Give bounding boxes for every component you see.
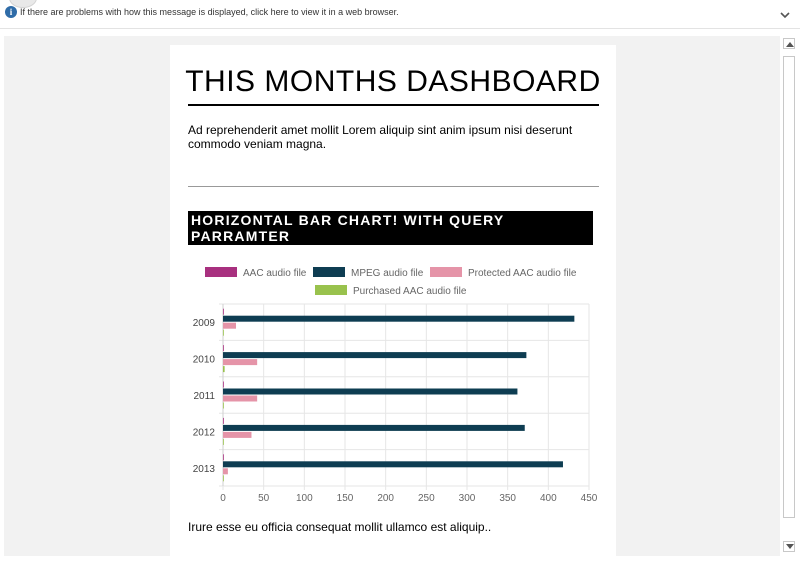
legend-label: MPEG audio file <box>351 268 424 279</box>
view-in-browser-link[interactable]: If there are problems with how this mess… <box>20 7 399 17</box>
triangle-up-icon <box>786 42 794 47</box>
bar <box>223 402 224 409</box>
scroll-thumb[interactable] <box>783 56 795 518</box>
page-title: THIS MONTHS DASHBOARD <box>185 65 601 98</box>
bar <box>223 475 224 482</box>
bar <box>223 322 237 329</box>
x-tick-label: 250 <box>418 493 435 504</box>
bar <box>223 381 224 388</box>
info-bar[interactable]: i If there are problems with how this me… <box>0 0 800 29</box>
bar <box>223 329 224 336</box>
y-tick-label: 2013 <box>193 464 216 475</box>
chart-heading: HORIZONTAL BAR CHART! WITH QUERY PARRAMT… <box>188 211 593 245</box>
y-tick-label: 2009 <box>193 318 216 329</box>
info-icon: i <box>5 6 17 18</box>
bar <box>223 431 252 438</box>
scroll-up-button[interactable] <box>783 38 795 49</box>
legend-label: Protected AAC audio file <box>468 268 577 279</box>
y-tick-label: 2012 <box>193 427 216 438</box>
y-tick-label: 2011 <box>193 391 215 402</box>
section-divider <box>188 186 599 187</box>
legend-swatch <box>315 285 347 295</box>
x-tick-label: 400 <box>540 493 557 504</box>
bar <box>223 315 575 322</box>
bar <box>223 468 228 475</box>
message-viewer: THIS MONTHS DASHBOARD Ad reprehenderit a… <box>4 36 780 556</box>
scroll-down-button[interactable] <box>783 541 795 552</box>
x-tick-label: 150 <box>337 493 354 504</box>
x-tick-label: 450 <box>581 493 598 504</box>
triangle-down-icon <box>786 544 794 549</box>
bar <box>223 454 224 461</box>
chevron-down-icon[interactable] <box>779 9 791 21</box>
bar <box>223 388 518 395</box>
title-divider <box>188 104 599 106</box>
bar <box>223 308 224 315</box>
x-tick-label: 300 <box>459 493 476 504</box>
legend-label: Purchased AAC audio file <box>353 286 467 297</box>
legend-swatch <box>205 267 237 277</box>
legend-label: AAC audio file <box>243 268 307 279</box>
bar <box>223 395 258 402</box>
x-tick-label: 100 <box>296 493 313 504</box>
legend-swatch <box>313 267 345 277</box>
x-tick-label: 50 <box>258 493 270 504</box>
bar <box>223 366 225 373</box>
email-body: THIS MONTHS DASHBOARD Ad reprehenderit a… <box>170 45 616 556</box>
bar <box>223 424 525 431</box>
x-tick-label: 350 <box>499 493 516 504</box>
legend-swatch <box>430 267 462 277</box>
bar-chart: AAC audio file MPEG audio file Protected A… <box>193 267 598 504</box>
x-tick-label: 0 <box>220 493 226 504</box>
x-tick-label: 200 <box>377 493 394 504</box>
intro-paragraph: Ad reprehenderit amet mollit Lorem aliqu… <box>188 123 573 151</box>
bar <box>223 352 527 359</box>
bar <box>223 438 224 445</box>
vertical-scrollbar[interactable] <box>782 36 796 556</box>
bar <box>223 461 563 468</box>
bar <box>223 417 224 424</box>
y-tick-label: 2010 <box>193 355 216 366</box>
bar <box>223 345 224 352</box>
bar <box>223 359 258 366</box>
outro-paragraph: Irure esse eu officia consequat mollit u… <box>188 520 492 534</box>
